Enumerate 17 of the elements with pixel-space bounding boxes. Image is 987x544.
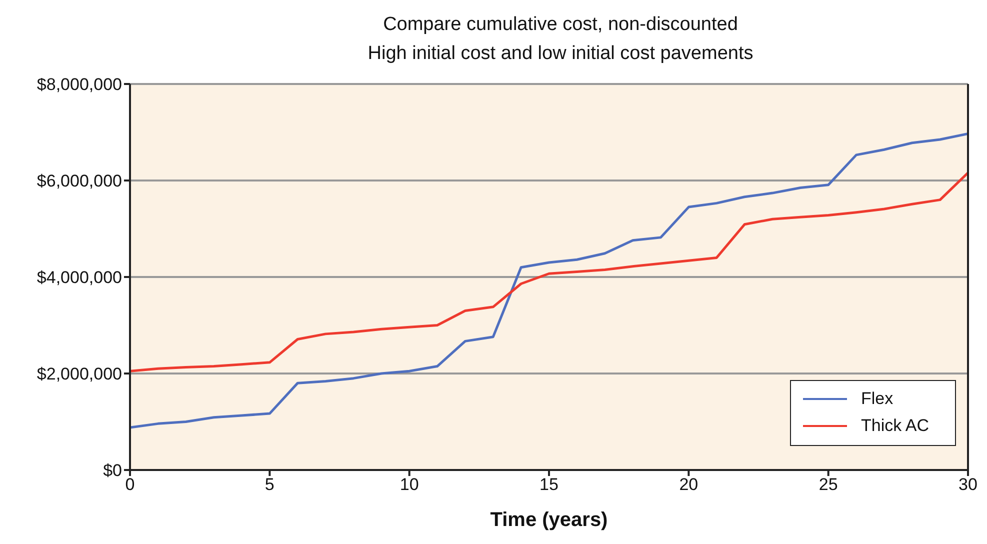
x-tick-label: 15 [540,475,558,494]
x-tick-label: 30 [958,475,978,494]
x-tick-label: 0 [125,475,135,494]
legend-label: Thick AC [861,416,930,436]
x-tick-label: 5 [264,475,274,494]
chart-title: Compare cumulative cost, non-discounted [382,13,739,37]
x-tick-label: 10 [400,475,419,494]
y-tick-label: $4,000,000 [36,268,122,288]
x-axis-title: Time (years) [490,509,608,531]
y-tick-label: $2,000,000 [36,364,122,384]
y-tick-label: $6,000,000 [36,172,122,191]
x-tick-label: 25 [818,475,838,494]
legend-label: Flex [861,388,894,408]
x-tick-label: 20 [679,475,698,494]
y-tick-label: $0 [103,461,122,480]
line-series [130,172,968,372]
chart-subtitle: High initial cost and low initial cost pavements [366,42,754,66]
